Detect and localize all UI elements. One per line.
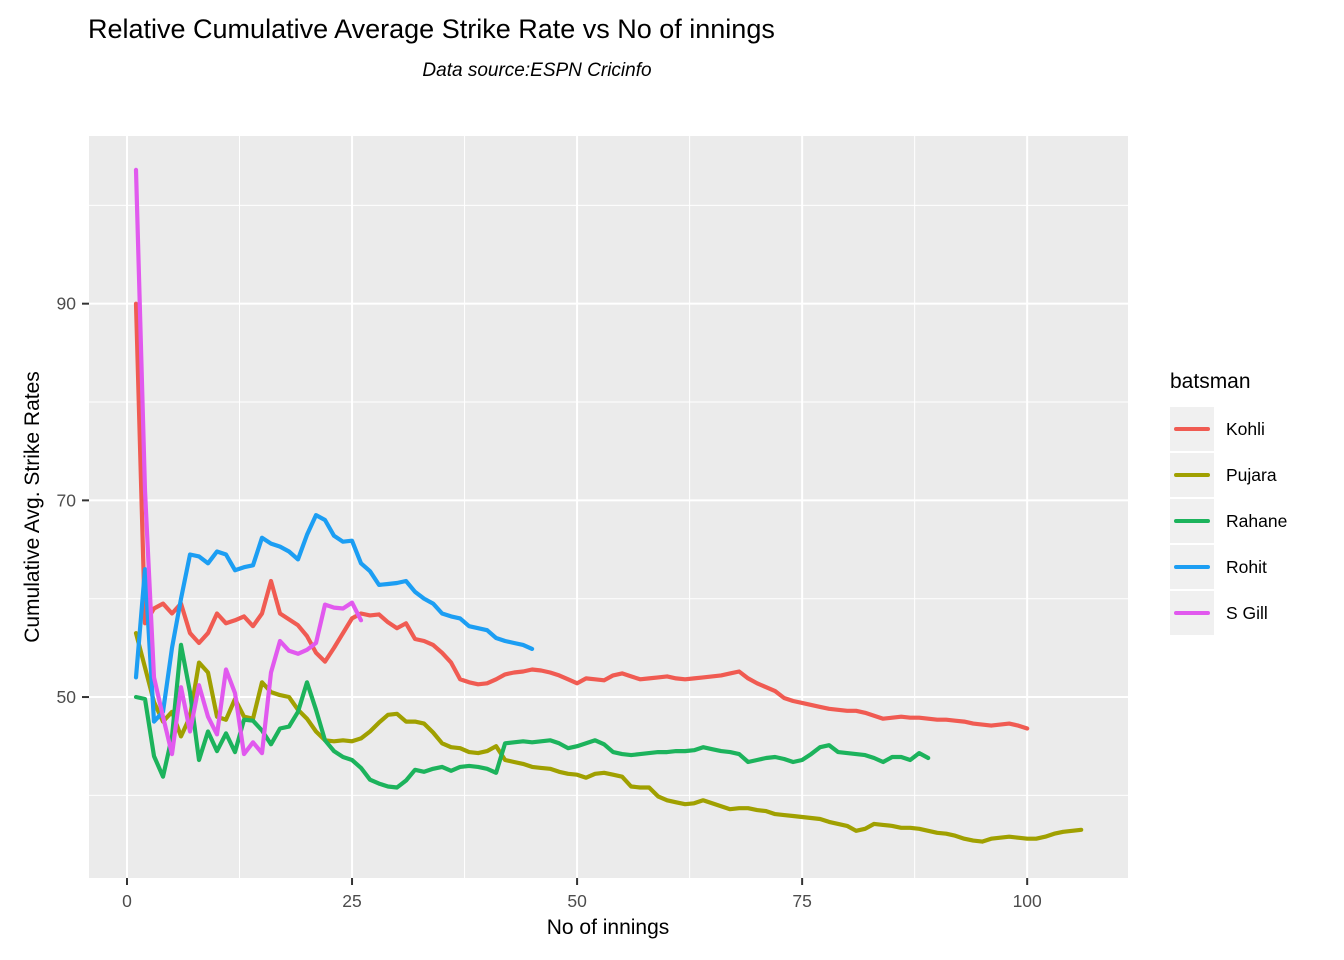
legend-item-sgill: S Gill [1170, 590, 1287, 636]
series-line-s-gill [133, 167, 364, 757]
chart-subtitle: Data source:ESPN Cricinfo [422, 60, 652, 81]
legend-item-label: Rohit [1226, 556, 1267, 577]
line-swatch-icon [1174, 518, 1210, 524]
panel-background [89, 136, 1128, 878]
series-line-kohli [133, 301, 1030, 731]
x-tick-label: 0 [122, 891, 132, 911]
legend-title: batsman [1170, 370, 1251, 393]
series-line-rahane [133, 642, 931, 790]
y-tick-label: 50 [57, 687, 77, 707]
legend-key-swatch [1170, 591, 1214, 635]
x-tick-label: 50 [567, 891, 587, 911]
x-tick-label: 25 [342, 891, 361, 911]
legend-key-swatch [1170, 545, 1214, 589]
legend-item-label: Kohli [1226, 418, 1265, 439]
y-tick-label: 90 [57, 294, 77, 314]
series-line-rohit [133, 512, 535, 724]
axis-ticks: 0 25 50 75 100 50 70 90 [57, 294, 1043, 911]
y-tick-label: 70 [57, 490, 77, 510]
legend: batsman Kohli Pujara Rahane Rohit [1170, 370, 1287, 636]
x-tick-label: 75 [792, 891, 811, 911]
x-tick-label: 100 [1013, 891, 1042, 911]
legend-item-kohli: Kohli [1170, 406, 1287, 452]
y-axis-title: Cumulative Avg. Strike Rates [21, 371, 44, 643]
series-line-pujara [133, 630, 1084, 844]
legend-key-swatch [1170, 453, 1214, 497]
legend-item-pujara: Pujara [1170, 452, 1287, 498]
legend-item-label: S Gill [1226, 602, 1268, 623]
major-gridlines [89, 136, 1128, 878]
legend-item-label: Pujara [1226, 464, 1277, 485]
legend-item-label: Rahane [1226, 510, 1288, 531]
line-swatch-icon [1174, 472, 1210, 478]
line-swatch-icon [1174, 610, 1210, 616]
legend-key-swatch [1170, 407, 1214, 451]
line-swatch-icon [1174, 426, 1210, 432]
x-axis-title: No of innings [546, 916, 670, 939]
legend-item-rahane: Rahane [1170, 498, 1287, 544]
legend-item-rohit: Rohit [1170, 544, 1287, 590]
chart-title: Relative Cumulative Average Strike Rate … [88, 14, 775, 44]
legend-key-swatch [1170, 499, 1214, 543]
line-swatch-icon [1174, 564, 1210, 570]
